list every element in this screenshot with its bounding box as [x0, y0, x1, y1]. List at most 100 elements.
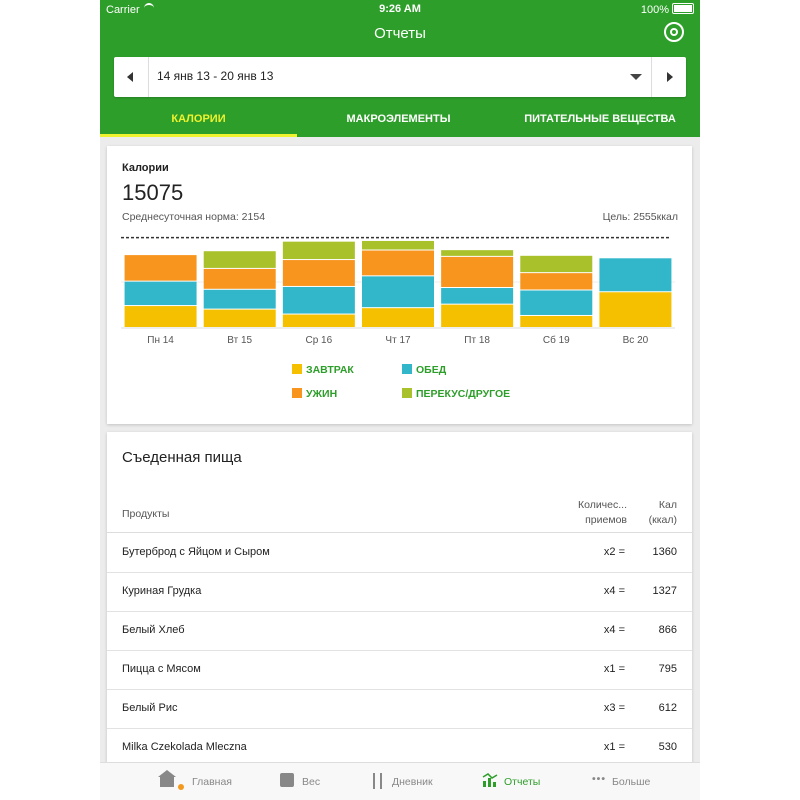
- nav-diary[interactable]: Дневник: [370, 763, 460, 800]
- table-row[interactable]: Пицца с Мясом x1 = 795: [107, 650, 692, 690]
- bar-segment: [362, 308, 434, 327]
- bar-segment: [282, 286, 355, 314]
- food-qty: x3 =: [603, 702, 625, 714]
- tab-nutrients[interactable]: ПИТАТЕЛЬНЫЕ ВЕЩЕСТВА: [524, 113, 676, 125]
- nav-diary-label: Дневник: [392, 776, 433, 788]
- bar-segment: [441, 304, 514, 327]
- food-cal: 1360: [652, 546, 677, 558]
- bar-segment: [203, 289, 276, 309]
- nav-weight[interactable]: Вес: [278, 763, 348, 800]
- legend-swatch: [402, 388, 412, 398]
- bar-segment: [124, 281, 197, 306]
- bar-segment: [441, 288, 514, 304]
- prev-week-button[interactable]: [114, 57, 149, 97]
- calories-total: 15075: [122, 180, 184, 205]
- app-frame: Carrier 9:26 AM 100% Отчеты 14 янв 13 - …: [100, 0, 700, 800]
- legend-swatch: [292, 388, 302, 398]
- food-qty: x2 =: [603, 546, 625, 558]
- table-row[interactable]: Куриная Грудка x4 = 1327: [107, 572, 692, 612]
- legend-swatch: [402, 364, 412, 374]
- battery: 100%: [641, 3, 694, 16]
- diary-icon: [372, 773, 384, 789]
- legend-lunch: ОБЕД: [402, 364, 446, 376]
- x-tick-label: Чт 17: [385, 335, 411, 346]
- bar-segment: [282, 241, 355, 260]
- scale-icon: [280, 773, 294, 787]
- nav-home-label: Главная: [192, 776, 232, 788]
- x-tick-label: Ср 16: [306, 335, 333, 346]
- nav-home[interactable]: Главная: [158, 763, 238, 800]
- header-quantity: Количес... приемов: [577, 499, 627, 526]
- tab-macros[interactable]: МАКРОЭЛЕМЕНТЫ: [346, 113, 451, 125]
- food-cal: 1327: [652, 585, 677, 597]
- status-time: 9:26 AM: [379, 3, 421, 15]
- status-bar: Carrier 9:26 AM 100%: [100, 0, 700, 18]
- table-header: Продукты Количес... приемов Кал (ккал): [107, 496, 692, 533]
- x-tick-label: Сб 19: [543, 334, 570, 346]
- daily-average: Среднесуточная норма: 2154: [122, 211, 266, 223]
- food-eaten-card: Съеденная пища Продукты Количес... приемо…: [107, 432, 692, 772]
- bar-segment: [282, 314, 355, 327]
- nav-more-label: Больше: [612, 776, 651, 788]
- food-cal: 612: [658, 702, 677, 714]
- bar-segment: [520, 290, 593, 315]
- bar-segment: [203, 309, 276, 327]
- food-qty: x1 =: [603, 741, 625, 753]
- bar-segment: [124, 306, 197, 327]
- bar-segment: [282, 260, 355, 286]
- next-week-button[interactable]: [651, 57, 686, 97]
- bar-segment: [441, 250, 514, 256]
- table-row[interactable]: Белый Хлеб x4 = 866: [107, 611, 692, 651]
- x-tick-label: Вт 15: [227, 335, 252, 346]
- food-qty: x1 =: [603, 663, 625, 675]
- bar-segment: [520, 255, 593, 273]
- calorie-goal: Цель: 2555ккал: [602, 211, 678, 223]
- page-title: Отчеты: [374, 25, 426, 42]
- food-cal: 530: [658, 741, 677, 753]
- bar-segment: [441, 256, 514, 288]
- nav-reports[interactable]: Отчеты: [482, 763, 562, 800]
- target-icon[interactable]: [664, 22, 684, 42]
- bar-segment: [124, 255, 197, 281]
- nav-more[interactable]: ••• Больше: [592, 763, 672, 800]
- chevron-right-icon: [667, 72, 673, 82]
- tab-calories[interactable]: КАЛОРИИ: [100, 104, 297, 137]
- table-row[interactable]: Белый Рис x3 = 612: [107, 689, 692, 729]
- food-qty: x4 =: [603, 624, 625, 636]
- food-cal: 795: [658, 663, 677, 675]
- bar-segment: [203, 251, 276, 268]
- chevron-down-icon[interactable]: [630, 74, 642, 80]
- bar-segment: [520, 273, 593, 290]
- date-range-label: 14 янв 13 - 20 янв 13: [157, 69, 274, 83]
- food-qty: x4 =: [603, 585, 625, 597]
- bar-segment: [362, 276, 434, 308]
- wifi-icon: [143, 3, 154, 12]
- nav-reports-label: Отчеты: [504, 776, 541, 788]
- legend-swatch: [292, 364, 302, 374]
- table-row[interactable]: Бутерброд с Яйцом и Сыром x2 = 1360: [107, 533, 692, 573]
- legend-breakfast: ЗАВТРАК: [292, 364, 354, 376]
- bar-segment: [599, 258, 672, 292]
- food-name: Куриная Грудка: [122, 585, 202, 597]
- more-icon: •••: [592, 773, 607, 785]
- x-tick-label: Пт 18: [464, 335, 490, 346]
- battery-icon: [672, 3, 694, 14]
- header-products: Продукты: [122, 508, 170, 520]
- chevron-left-icon: [127, 72, 133, 82]
- calories-label: Калории: [122, 162, 169, 174]
- legend-dinner: УЖИН: [292, 388, 337, 400]
- date-range-selector[interactable]: 14 янв 13 - 20 янв 13: [114, 57, 686, 97]
- bar-segment: [599, 292, 672, 327]
- bar-segment: [362, 240, 434, 250]
- nav-weight-label: Вес: [302, 776, 321, 788]
- food-name: Белый Рис: [122, 702, 178, 714]
- header-calories: Кал (ккал): [648, 499, 677, 526]
- food-name: Milka Czekolada Mleczna: [122, 741, 247, 753]
- bar-segment: [203, 268, 276, 289]
- bottom-nav: Главная Вес Дневник Отчеты ••• Больше: [100, 762, 700, 800]
- x-tick-label: Пн 14: [147, 335, 174, 346]
- legend-snack: ПЕРЕКУС/ДРУГОЕ: [402, 388, 510, 400]
- food-name: Бутерброд с Яйцом и Сыром: [122, 546, 270, 558]
- carrier: Carrier: [106, 3, 154, 16]
- reports-icon: [482, 773, 498, 787]
